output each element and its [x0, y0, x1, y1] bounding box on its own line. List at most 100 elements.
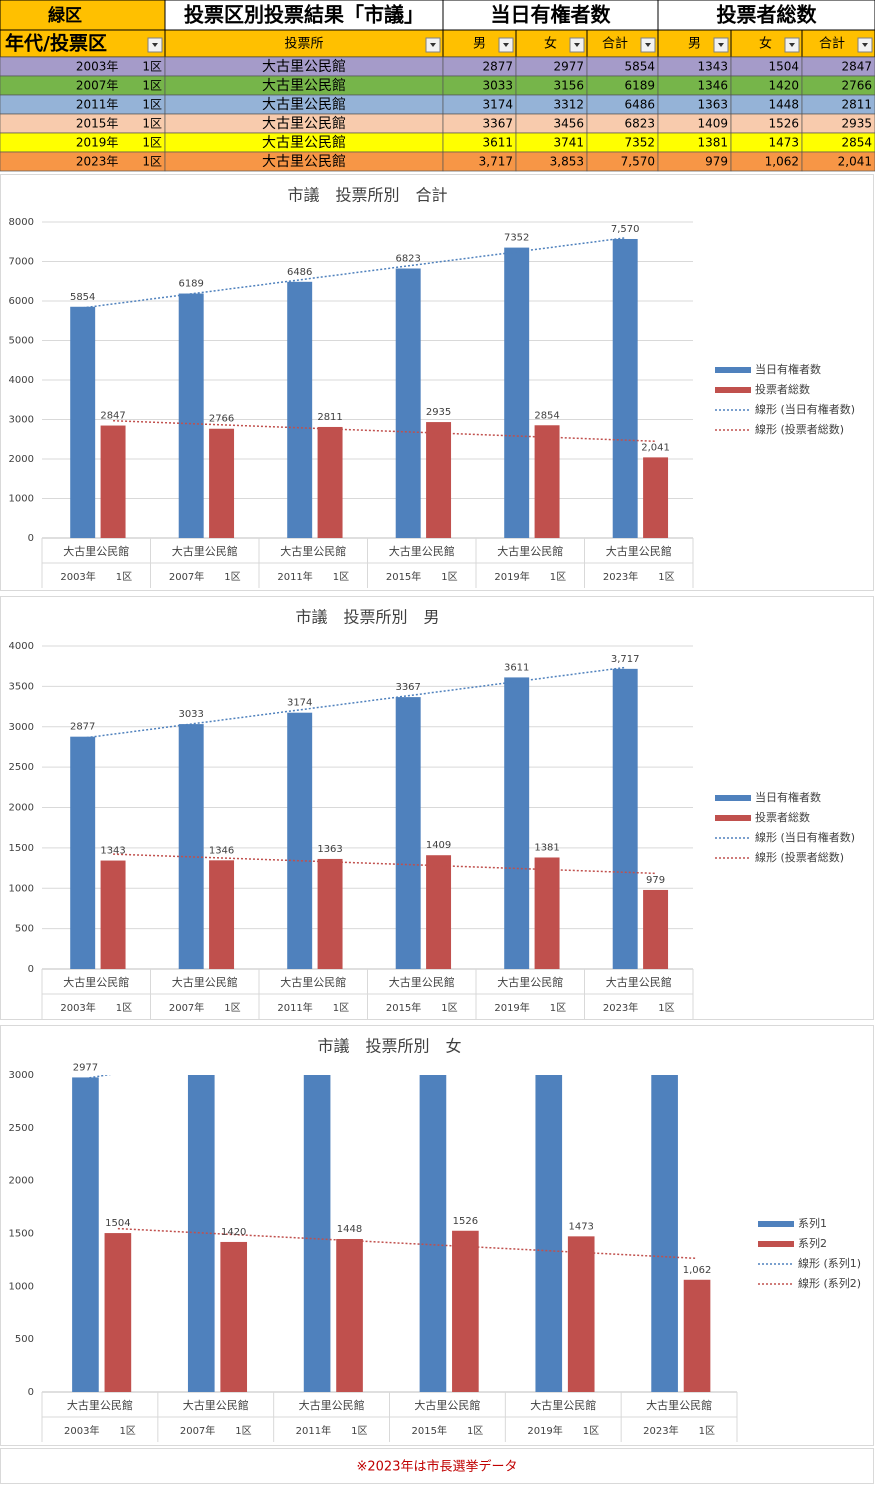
header-text: 男 [688, 37, 701, 52]
bar [70, 736, 96, 969]
x-tick-label: 大古里公民館 [414, 1398, 480, 1412]
header-text: 合計 [819, 36, 845, 52]
y-tick-label: 500 [15, 924, 34, 935]
chart-title: 市議 投票所別 合計 [287, 186, 447, 205]
plot-area [70, 666, 669, 969]
data-label: 1381 [534, 842, 559, 853]
y-tick-label: 3000 [9, 1070, 34, 1081]
x-tick-label: 2015年 1区 [386, 1001, 458, 1014]
data-label: 1,062 [683, 1265, 712, 1276]
table-cell-text: 3367 [482, 117, 513, 131]
trendline [82, 666, 626, 739]
header-cell [0, 29, 166, 58]
table-cell-text: 大古里公民館 [262, 96, 346, 113]
table-cell-text: 2935 [841, 117, 872, 131]
y-tick-label: 1000 [9, 1281, 34, 1292]
x-tick-label: 2007年 1区 [180, 1424, 252, 1437]
data-label: 2977 [73, 1062, 98, 1073]
title-cell-text: 投票者総数 [717, 3, 818, 27]
filter-arrow [430, 43, 436, 47]
legend-label: 線形 (投票者総数) [755, 422, 844, 436]
bar [209, 428, 235, 538]
legend-label: 投票者総数 [755, 382, 810, 396]
x-tick-label: 大古里公民館 [280, 975, 346, 989]
data-label: 1343 [100, 846, 125, 857]
y-tick-label: 3000 [9, 415, 34, 426]
x-tick-label: 2023年 1区 [603, 570, 675, 583]
table-cell-text: 2007年 1区 [76, 79, 162, 93]
bar [504, 677, 530, 969]
trendline [82, 237, 626, 309]
filter-arrow [718, 43, 724, 47]
x-tick-label: 大古里公民館 [299, 1398, 365, 1412]
x-tick-label: 大古里公民館 [67, 1398, 133, 1412]
data-label: 3174 [287, 698, 312, 709]
table-cell-text: 5854 [624, 60, 655, 74]
table-cell-text: 大古里公民館 [262, 153, 346, 170]
y-tick-label: 8000 [9, 217, 34, 228]
table-cell-text: 1448 [768, 98, 799, 112]
table-cell-text: 2854 [841, 136, 872, 150]
bar [303, 1075, 331, 1392]
bar [317, 426, 343, 538]
bar [426, 855, 452, 969]
legend-swatch [715, 367, 751, 373]
data-label: 1363 [317, 844, 342, 855]
title-cell-text: 緑区 [48, 5, 82, 26]
y-tick-label: 5000 [9, 336, 34, 347]
y-tick-label: 4000 [9, 641, 34, 652]
x-tick-label: 2003年 1区 [60, 1001, 132, 1014]
table-cell-text: 2977 [553, 60, 584, 74]
table-cell-text: 6823 [624, 117, 655, 131]
table-cell-text: 1381 [697, 136, 728, 150]
bar [100, 860, 126, 969]
table-cell-text: 1504 [768, 60, 799, 74]
y-tick-label: 2500 [9, 762, 34, 773]
bar [100, 425, 126, 538]
bar [651, 1075, 678, 1392]
table-cell-text: 2003年 1区 [76, 60, 162, 74]
legend-label: 投票者総数 [755, 810, 810, 824]
bar [643, 457, 669, 538]
filter-arrow [645, 43, 651, 47]
bar [395, 268, 421, 538]
y-tick-label: 2000 [9, 454, 34, 465]
data-label: 1504 [105, 1218, 130, 1229]
data-label: 7,570 [611, 224, 640, 235]
table-cell-text: 1343 [697, 60, 728, 74]
data-label: 6189 [178, 279, 203, 290]
table-cell-text: 2015年 1区 [76, 117, 162, 131]
legend-swatch [758, 1241, 794, 1247]
data-label: 2811 [317, 412, 342, 423]
x-tick-label: 大古里公民館 [530, 1398, 596, 1412]
table-cell-text: 1526 [768, 117, 799, 131]
x-tick-label: 2007年 1区 [169, 570, 241, 583]
x-tick-label: 2011年 1区 [277, 570, 349, 583]
header-cell [164, 29, 444, 58]
footnote: ※2023年は市長選挙データ [357, 1459, 518, 1475]
bar [504, 247, 530, 538]
y-tick-label: 1000 [9, 883, 34, 894]
table-cell-text: 2011年 1区 [76, 98, 162, 112]
data-label: 7352 [504, 233, 529, 244]
y-tick-label: 1500 [9, 843, 34, 854]
x-tick-label: 2011年 1区 [277, 1001, 349, 1014]
bar [643, 889, 669, 969]
filter-arrow [152, 43, 158, 47]
trendline [113, 853, 656, 875]
x-tick-label: 大古里公民館 [172, 975, 238, 989]
bar [317, 858, 343, 969]
x-tick-label: 大古里公民館 [172, 544, 238, 558]
bar [534, 425, 560, 538]
table-cell-text: 1,062 [765, 155, 799, 169]
header-text: 投票所 [284, 36, 323, 52]
data-label: 1473 [568, 1221, 593, 1232]
legend-label: 線形 (系列1) [798, 1256, 861, 1270]
bar [287, 281, 313, 538]
header-text: 年代/投票区 [5, 32, 107, 55]
bar [70, 306, 96, 538]
table-cell-text: 1363 [697, 98, 728, 112]
filter-arrow [503, 43, 509, 47]
x-tick-label: 大古里公民館 [183, 1398, 249, 1412]
bar [452, 1230, 479, 1392]
